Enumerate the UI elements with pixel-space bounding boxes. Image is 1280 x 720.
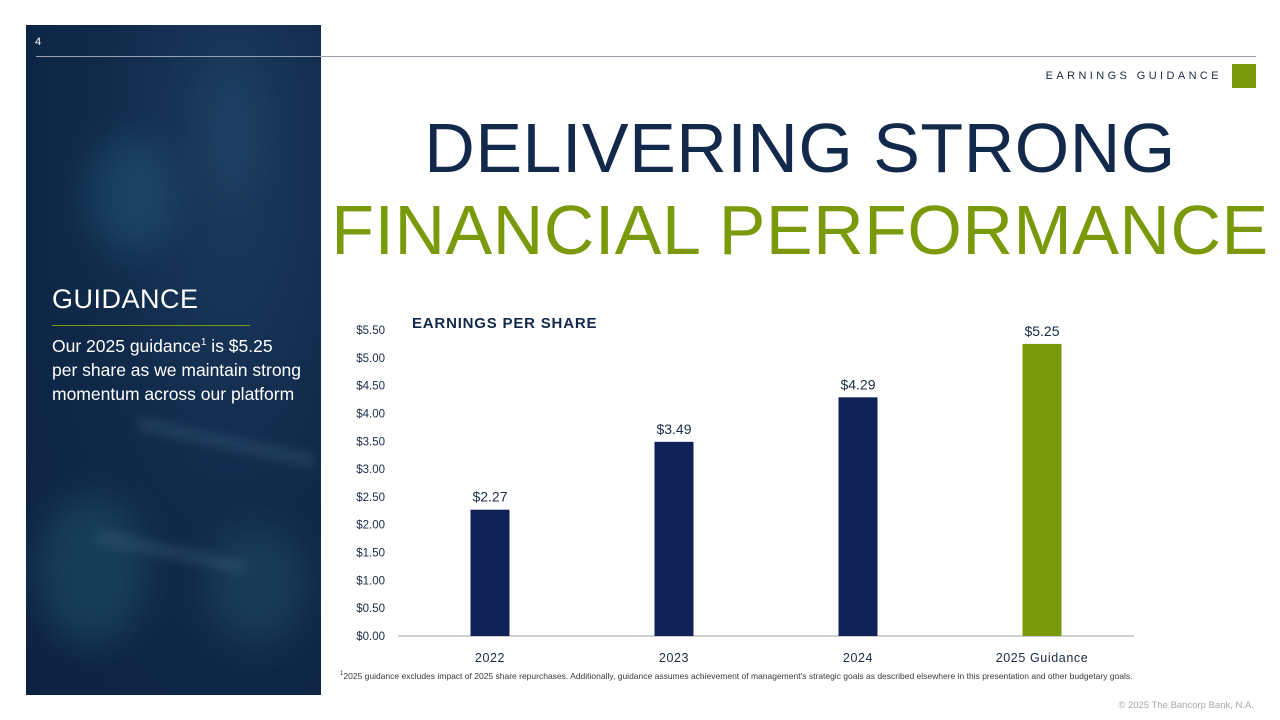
- y-tick-label: $4.50: [356, 381, 385, 393]
- sidebar-heading: GUIDANCE: [52, 284, 199, 314]
- footnote-text: 2025 guidance excludes impact of 2025 sh…: [343, 670, 1133, 681]
- footnote-marker: 1: [200, 337, 207, 348]
- section-accent-square: [1232, 64, 1256, 88]
- sidebar-divider: [52, 325, 250, 326]
- y-tick-label: $4.00: [356, 408, 385, 420]
- bar-value-label: $2.27: [472, 489, 507, 505]
- copyright: © 2025 The Bancorp Bank, N.A.: [1118, 700, 1254, 711]
- x-category-label: 2025 Guidance: [996, 651, 1089, 665]
- y-tick-label: $2.50: [356, 492, 385, 504]
- background-glow: [196, 55, 266, 195]
- y-tick-label: $0.50: [356, 603, 385, 615]
- background-streak: [136, 416, 316, 468]
- bar: [654, 441, 694, 636]
- bar: [1022, 343, 1062, 636]
- sidebar-body: Our 2025 guidance1 is $5.25 per share as…: [52, 331, 302, 406]
- sidebar-body-start: Our 2025 guidance: [52, 335, 201, 356]
- sidebar-panel: [26, 25, 321, 695]
- x-category-label: 2023: [659, 651, 689, 665]
- background-glow: [36, 495, 146, 645]
- page-number: 4: [35, 36, 42, 48]
- chart-title: EARNINGS PER SHARE: [412, 315, 598, 332]
- y-tick-label: $5.50: [356, 325, 385, 337]
- y-tick-label: $5.00: [356, 353, 385, 365]
- bar-value-label: $5.25: [1024, 323, 1059, 339]
- footnote: 12025 guidance excludes impact of 2025 s…: [340, 669, 1220, 681]
- x-category-label: 2024: [843, 651, 873, 665]
- y-tick-label: $0.00: [356, 631, 385, 643]
- eps-bar-chart: $0.00 $0.50 $1.00 $1.50 $2.00 $2.50 $3.00 $3.50…: [356, 323, 1134, 665]
- page-title-line1: DELIVERING STRONG: [424, 109, 1176, 187]
- sidebar-body-end: is $5.25 per share as we maintain strong…: [52, 335, 302, 404]
- background-glow: [86, 135, 176, 255]
- bar: [838, 397, 878, 636]
- bar-value-label: $3.49: [656, 421, 691, 437]
- y-tick-label: $1.00: [356, 575, 385, 587]
- section-label: EARNINGS GUIDANCE: [1045, 70, 1222, 82]
- y-tick-label: $1.50: [356, 548, 385, 560]
- x-category-label: 2022: [475, 651, 505, 665]
- y-tick-label: $3.50: [356, 436, 385, 448]
- y-tick-label: $2.00: [356, 520, 385, 532]
- header-divider: [36, 56, 1256, 57]
- y-tick-label: $3.00: [356, 464, 385, 476]
- background-glow: [206, 525, 306, 645]
- bar-value-label: $4.29: [840, 376, 875, 392]
- footnote-marker: 1: [340, 671, 344, 677]
- page-title-line2: FINANCIAL PERFORMANCE: [331, 191, 1269, 269]
- bar: [470, 509, 510, 636]
